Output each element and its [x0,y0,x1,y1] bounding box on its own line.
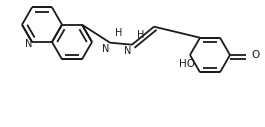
Text: O: O [251,50,259,60]
Text: N: N [25,39,33,49]
Text: HO: HO [179,59,195,69]
Text: N: N [101,44,109,54]
Text: H: H [115,28,122,38]
Text: N: N [124,46,131,56]
Text: H: H [137,30,144,40]
